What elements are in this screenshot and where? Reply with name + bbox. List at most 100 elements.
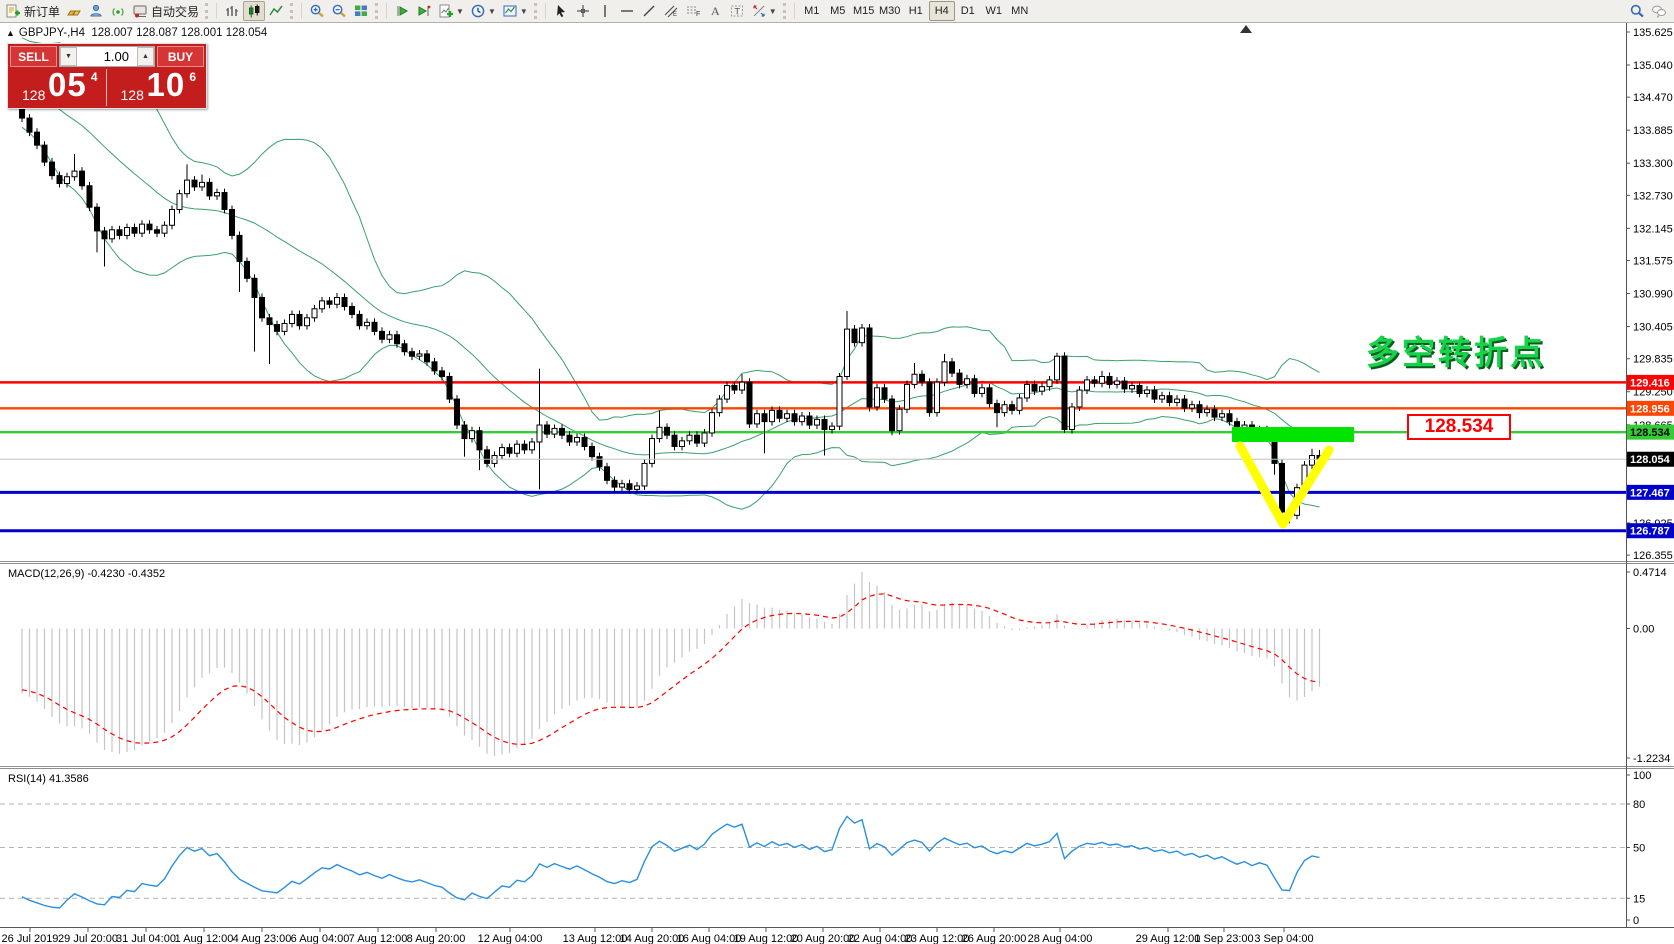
indicators-button[interactable]: ▼: [435, 1, 467, 21]
arrows-button[interactable]: ▼: [748, 1, 780, 21]
person-icon: [90, 4, 102, 17]
timeframe-m5-button[interactable]: M5: [830, 5, 846, 17]
chat-icon: [1652, 5, 1666, 18]
timeframe-m30-button[interactable]: M30: [879, 5, 901, 17]
candle-bullish: [859, 327, 865, 344]
timeframe-mn-button[interactable]: MN: [1011, 5, 1029, 17]
timeframe-d1-button[interactable]: D1: [960, 5, 975, 17]
highlight-zone-box[interactable]: [1232, 427, 1354, 442]
candle-bearish: [371, 321, 378, 332]
candle-bearish: [221, 192, 228, 210]
time-axis-label: 26 Aug 20:00: [962, 933, 1027, 944]
time-axis-label: 29 Jul 20:00: [58, 933, 118, 944]
candle-bearish: [424, 353, 430, 363]
new-order-button[interactable]: 新订单: [2, 1, 63, 21]
svg-text:E: E: [673, 12, 677, 18]
templates-button[interactable]: ▼: [499, 1, 531, 21]
candle-bearish: [41, 144, 48, 163]
time-axis-label: 14 Aug 20:00: [620, 933, 685, 944]
text-button[interactable]: A: [704, 1, 726, 21]
candle-bearish: [101, 230, 108, 240]
toolbar-separator: [205, 3, 218, 19]
buy-button[interactable]: BUY: [157, 46, 204, 67]
crosshair-icon: [576, 5, 589, 17]
candle-bearish: [1196, 404, 1203, 414]
volume-input[interactable]: 1.00: [103, 49, 129, 64]
time-axis-label: 16 Aug 04:00: [677, 933, 742, 944]
candle-bullish: [161, 224, 168, 234]
candle-bullish: [386, 334, 393, 340]
trendline-button[interactable]: [638, 1, 660, 21]
sell-price[interactable]: 128 05 4: [10, 66, 107, 106]
community-chat-button[interactable]: [1648, 1, 1670, 21]
support-blue-line-2-label: [1627, 523, 1674, 539]
macd-axis-max: 0.4714: [1633, 567, 1667, 579]
price-axis-label: 132.145: [1633, 223, 1673, 235]
turning-point-annotation[interactable]: 多空转折点: [1366, 334, 1546, 371]
volume-stepper: ▼ 1.00 ▲: [59, 46, 155, 67]
v-shape-annotation[interactable]: [1235, 441, 1334, 529]
chart-shift-button[interactable]: [413, 1, 435, 21]
search-button[interactable]: [1626, 1, 1648, 21]
channel-button[interactable]: E: [660, 1, 682, 21]
candle-bearish: [356, 313, 363, 327]
candle-bullish: [836, 376, 843, 427]
candle-bearish: [604, 466, 610, 481]
collapse-panel-icon[interactable]: ▲: [6, 28, 15, 38]
label-button[interactable]: T: [726, 1, 748, 21]
price-axis-label: 133.300: [1633, 158, 1673, 170]
zoom-in-button[interactable]: [306, 1, 328, 21]
candle-bullish: [1099, 376, 1105, 384]
rsi-axis-label: 50: [1633, 843, 1645, 855]
candle-bearish: [484, 449, 490, 464]
crosshair-button[interactable]: [572, 1, 594, 21]
chartshift-icon: [418, 5, 431, 16]
candle-bullish: [716, 398, 723, 414]
timeframe-m15-button[interactable]: M15: [853, 5, 875, 17]
fibo-button[interactable]: F: [682, 1, 704, 21]
tile-windows-button[interactable]: [350, 1, 372, 21]
candle-bullish: [1174, 398, 1180, 403]
candle-bearish: [236, 234, 243, 262]
tiles-icon: [355, 5, 368, 16]
resistance-red-line-label-text: 129.416: [1630, 377, 1670, 389]
auto-trading-button[interactable]: 自动交易: [129, 1, 202, 21]
svg-text:A: A: [711, 4, 720, 18]
quote-close: 128.054: [225, 27, 268, 39]
timeframe-h4-button[interactable]: H4: [928, 1, 955, 21]
line-chart-button[interactable]: [265, 1, 287, 21]
sell-button[interactable]: SELL: [10, 46, 57, 67]
periods-button[interactable]: ▼: [467, 1, 499, 21]
candle-bullish: [319, 300, 325, 310]
buy-price[interactable]: 128 10 6: [109, 66, 205, 106]
candle-bullish: [686, 434, 693, 442]
community-button[interactable]: [85, 1, 107, 21]
zoom-out-button[interactable]: [328, 1, 350, 21]
candle-bearish: [1106, 376, 1113, 385]
timeframe-w1-button[interactable]: W1: [985, 5, 1002, 17]
candle-bullish: [1016, 397, 1023, 411]
vline-button[interactable]: [594, 1, 616, 21]
volume-decrease-button[interactable]: ▼: [60, 47, 77, 66]
hline-button[interactable]: [616, 1, 638, 21]
price-callout-label[interactable]: 128.534: [1407, 414, 1511, 440]
svg-text:F: F: [696, 11, 700, 18]
volume-increase-button[interactable]: ▲: [137, 47, 154, 66]
candle-bearish: [341, 297, 348, 308]
candle-bullish: [311, 308, 318, 319]
auto-scroll-button[interactable]: [391, 1, 413, 21]
neworder-icon: [6, 4, 20, 18]
cursor-button[interactable]: [550, 1, 572, 21]
price-axis-label: 135.040: [1633, 60, 1673, 72]
bar-chart-button[interactable]: [221, 1, 243, 21]
candle-chart-button[interactable]: [243, 1, 266, 21]
candle-bearish: [476, 430, 483, 451]
candle-bearish: [971, 378, 978, 394]
candle-bearish: [731, 385, 738, 391]
gold-button[interactable]: [63, 1, 85, 21]
candle-bearish: [79, 170, 85, 187]
timeframe-m1-button[interactable]: M1: [804, 5, 820, 17]
signal-button[interactable]: [107, 1, 129, 21]
candle-bearish: [986, 387, 993, 405]
timeframe-h1-button[interactable]: H1: [908, 5, 923, 17]
